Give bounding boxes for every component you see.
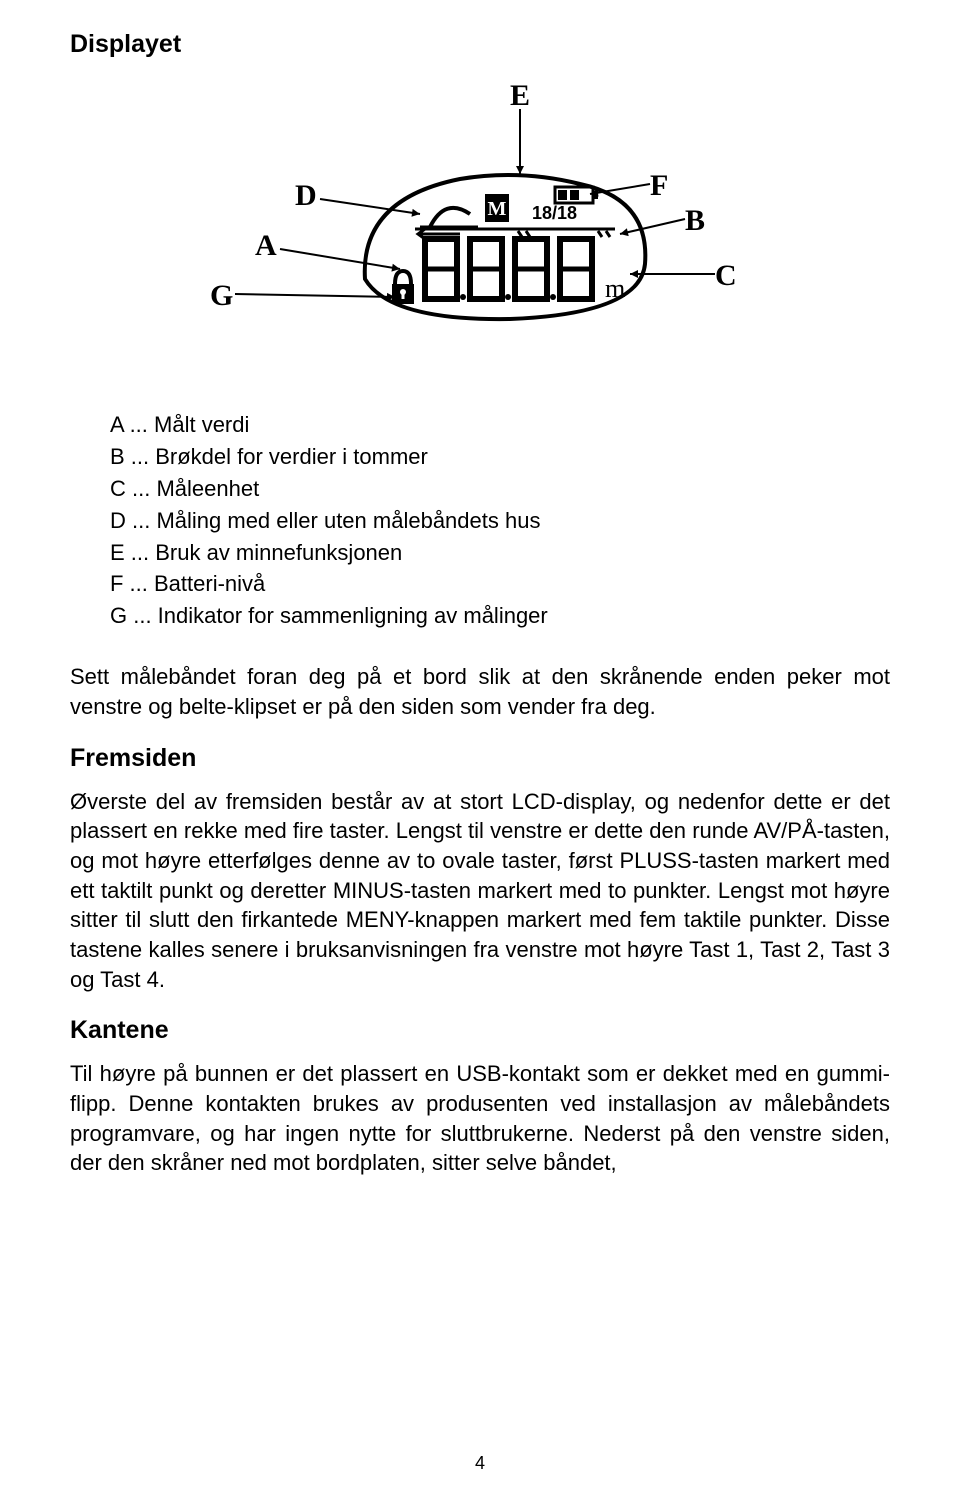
housing-icon [420, 208, 478, 227]
main-digits [425, 239, 592, 300]
legend-item: A ... Målt verdi [110, 409, 890, 441]
legend-item: B ... Brøkdel for verdier i tommer [110, 441, 890, 473]
unit-label: m [605, 274, 625, 303]
legend-item: G ... Indikator for sammenligning av mål… [110, 600, 890, 632]
battery-icon [555, 187, 598, 203]
heading-fremsiden: Fremsiden [70, 744, 890, 773]
label-g: G [210, 279, 233, 313]
label-e: E [510, 79, 530, 113]
display-diagram: M 18/18 [160, 79, 800, 369]
label-d: D [295, 179, 317, 213]
counter-text: 18/18 [532, 203, 577, 223]
intro-paragraph: Sett målebåndet foran deg på et bord sli… [70, 662, 890, 721]
svg-text:M: M [488, 198, 507, 220]
paragraph-kantene: Til høyre på bunnen er det plassert en U… [70, 1059, 890, 1178]
page-number: 4 [0, 1453, 960, 1474]
lock-icon [392, 271, 414, 304]
label-a: A [255, 229, 277, 263]
page-title: Displayet [70, 30, 890, 59]
label-b: B [685, 204, 705, 238]
legend-item: F ... Batteri-nivå [110, 568, 890, 600]
memory-box: M [485, 194, 509, 222]
heading-kantene: Kantene [70, 1016, 890, 1045]
label-f: F [650, 169, 668, 203]
legend-item: E ... Bruk av minnefunksjonen [110, 537, 890, 569]
label-c: C [715, 259, 737, 293]
paragraph-fremsiden: Øverste del av fremsiden består av at st… [70, 787, 890, 995]
legend-list: A ... Målt verdi B ... Brøkdel for verdi… [110, 409, 890, 632]
legend-item: D ... Måling med eller uten målebåndets … [110, 505, 890, 537]
legend-item: C ... Måleenhet [110, 473, 890, 505]
